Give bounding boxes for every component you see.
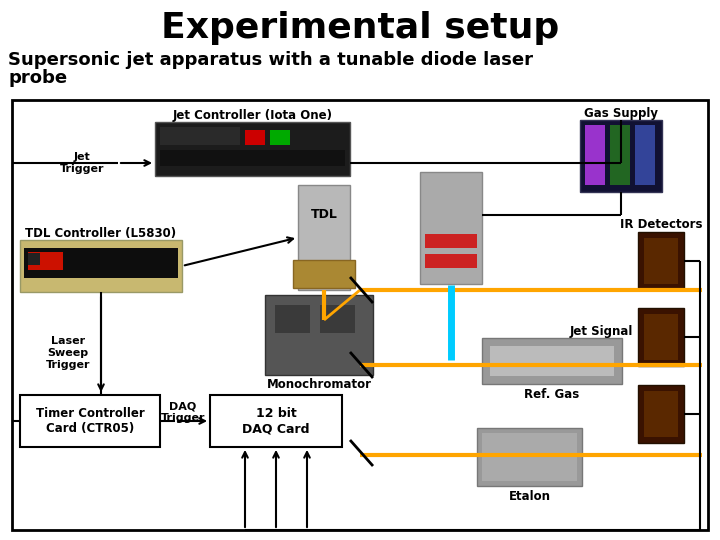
Text: Jet
Trigger: Jet Trigger — [60, 152, 104, 174]
Text: Supersonic jet apparatus with a tunable diode laser: Supersonic jet apparatus with a tunable … — [8, 51, 533, 69]
Bar — [420, 172, 482, 284]
Text: Monochromator: Monochromator — [266, 379, 372, 392]
Bar — [28, 253, 40, 265]
Bar — [644, 238, 678, 284]
Bar — [638, 308, 684, 366]
Text: probe: probe — [8, 69, 67, 87]
Bar — [644, 314, 678, 360]
Bar — [160, 150, 345, 166]
Bar — [245, 130, 265, 145]
Text: TDL Controller (L5830): TDL Controller (L5830) — [25, 226, 176, 240]
Text: Ref. Gas: Ref. Gas — [524, 388, 580, 401]
Bar — [24, 248, 178, 278]
Bar — [477, 428, 582, 486]
Bar — [210, 395, 342, 447]
Bar — [580, 120, 662, 192]
Bar — [20, 240, 182, 292]
Text: Experimental setup: Experimental setup — [161, 11, 559, 45]
Bar — [638, 232, 684, 290]
Text: Laser
Sweep
Trigger: Laser Sweep Trigger — [46, 336, 90, 369]
Bar — [610, 125, 630, 185]
Bar — [160, 127, 240, 145]
Text: TDL: TDL — [310, 208, 338, 221]
Bar — [490, 346, 614, 376]
Bar — [638, 385, 684, 443]
Bar — [155, 122, 350, 176]
Text: Jet Controller (Iota One): Jet Controller (Iota One) — [173, 109, 333, 122]
Bar — [275, 305, 310, 333]
Bar — [585, 125, 605, 185]
Bar — [482, 433, 577, 481]
Bar — [644, 391, 678, 437]
Text: DAQ
Trigger: DAQ Trigger — [161, 401, 205, 423]
Bar — [28, 252, 63, 270]
Bar — [425, 254, 477, 268]
Bar — [635, 125, 655, 185]
Bar — [320, 305, 355, 333]
Text: Gas Supply: Gas Supply — [584, 106, 658, 119]
Bar — [298, 185, 350, 290]
Text: IR Detectors: IR Detectors — [620, 219, 702, 232]
Bar — [20, 395, 160, 447]
Bar — [270, 130, 290, 145]
Text: Etalon: Etalon — [508, 489, 551, 503]
Bar — [12, 100, 708, 530]
Text: Timer Controller
Card (CTR05): Timer Controller Card (CTR05) — [35, 407, 145, 435]
Text: Jet Signal: Jet Signal — [570, 325, 633, 338]
Bar — [482, 338, 622, 384]
Bar — [265, 295, 373, 375]
Bar — [293, 260, 355, 288]
Bar — [425, 234, 477, 248]
Text: 12 bit
DAQ Card: 12 bit DAQ Card — [242, 407, 310, 435]
